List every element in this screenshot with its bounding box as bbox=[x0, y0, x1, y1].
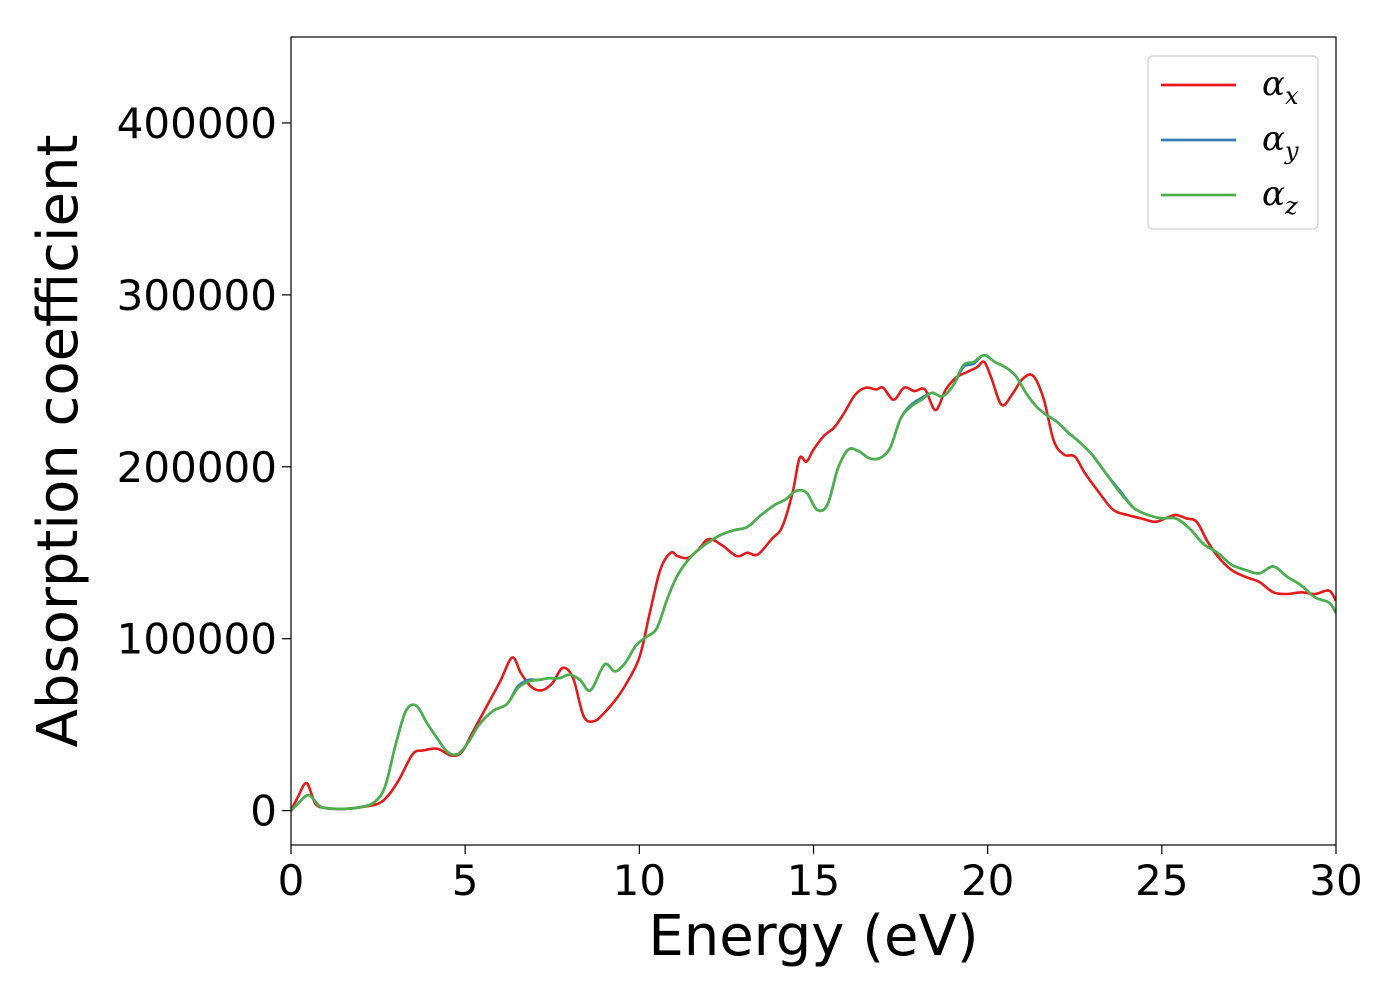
y-axis-label: Absorption coefficient bbox=[26, 135, 91, 748]
series-line-y bbox=[291, 353, 1336, 812]
y-tick-label: 400000 bbox=[117, 99, 277, 148]
y-axis-ticks: 0 100000 200000 300000 400000 bbox=[117, 99, 291, 836]
y-tick-label: 100000 bbox=[117, 615, 277, 664]
x-tick-label: 0 bbox=[278, 856, 305, 905]
series-line-x bbox=[291, 360, 1336, 812]
x-tick-label: 15 bbox=[787, 856, 840, 905]
y-tick-label: 0 bbox=[250, 787, 277, 836]
legend-box bbox=[1147, 55, 1319, 230]
y-tick-label: 200000 bbox=[117, 443, 277, 492]
x-axis-label: Energy (eV) bbox=[648, 904, 978, 969]
x-tick-label: 25 bbox=[1135, 856, 1188, 905]
x-tick-label: 20 bbox=[961, 856, 1014, 905]
x-tick-label: 30 bbox=[1309, 856, 1362, 905]
x-tick-label: 10 bbox=[613, 856, 666, 905]
y-tick-label: 300000 bbox=[117, 271, 277, 320]
series-line-z bbox=[291, 353, 1336, 812]
series-layer bbox=[291, 353, 1336, 812]
x-tick-label: 5 bbox=[452, 856, 479, 905]
x-axis-ticks: 0 5 10 15 20 25 30 bbox=[278, 845, 1363, 905]
